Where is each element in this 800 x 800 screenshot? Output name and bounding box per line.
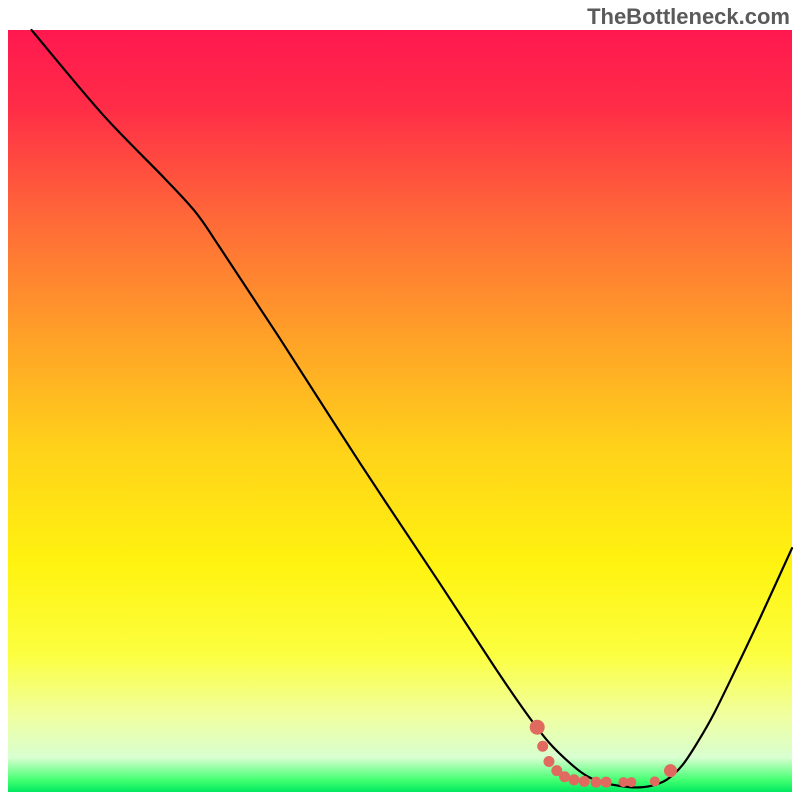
curve-marker xyxy=(650,777,659,786)
curve-marker xyxy=(627,778,636,787)
chart-svg xyxy=(0,0,800,800)
curve-marker xyxy=(530,720,544,734)
chart-background xyxy=(8,30,792,792)
bottleneck-chart: TheBottleneck.com xyxy=(0,0,800,800)
curve-marker xyxy=(601,777,611,787)
curve-marker xyxy=(569,775,579,785)
curve-marker xyxy=(591,777,601,787)
curve-marker xyxy=(664,765,676,777)
curve-marker xyxy=(579,776,589,786)
curve-marker xyxy=(538,741,548,751)
watermark-text: TheBottleneck.com xyxy=(587,4,790,30)
curve-marker xyxy=(544,757,554,767)
curve-marker xyxy=(560,772,570,782)
